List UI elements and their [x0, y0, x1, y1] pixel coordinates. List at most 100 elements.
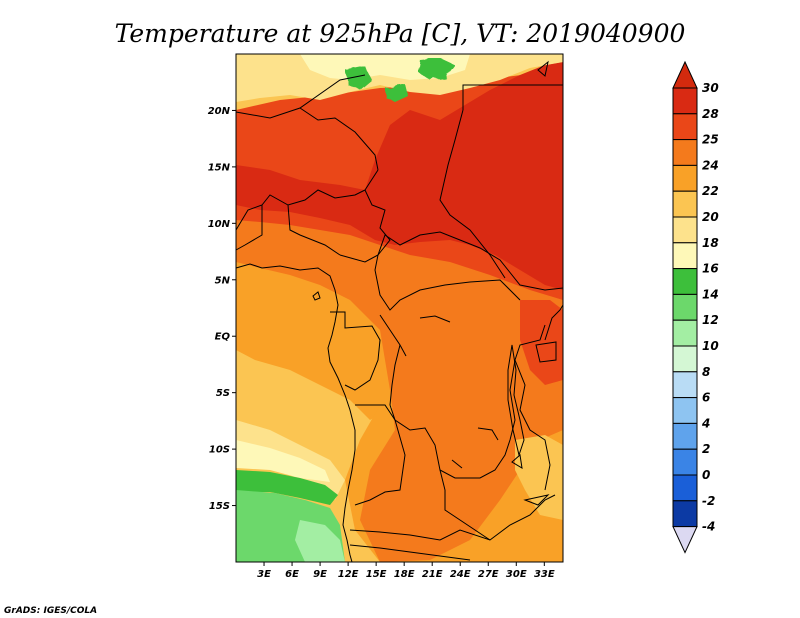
border [330, 311, 381, 391]
lake [507, 344, 525, 457]
border [379, 314, 546, 479]
field-region-16 [385, 84, 408, 102]
island [537, 60, 549, 77]
colorbar-swatch [672, 500, 698, 528]
border [235, 189, 366, 231]
colorbar-swatch [672, 422, 698, 450]
colorbar-level-label: 10 [702, 339, 719, 353]
border [354, 404, 406, 506]
colorbar-swatch [672, 319, 698, 347]
lat-tick-label: EQ [215, 332, 231, 343]
field-region-18 [236, 440, 330, 482]
map-frame [235, 53, 564, 563]
colorbar-swatch [672, 448, 698, 476]
country-borders [235, 60, 564, 563]
lake [535, 341, 557, 363]
lake [523, 494, 550, 506]
lat-tick-label: 20N [208, 106, 231, 117]
border [514, 359, 551, 491]
lake [511, 454, 523, 469]
border [544, 304, 564, 341]
river [399, 344, 407, 357]
river [477, 427, 499, 441]
lat-tick-label: 10N [208, 219, 231, 230]
colorbar-level-label: 24 [702, 158, 719, 172]
lon-tick-label: 21E [422, 569, 443, 580]
field-region-28 [520, 300, 563, 385]
border [462, 84, 563, 110]
island [312, 291, 321, 301]
colorbar-level-label: 18 [702, 236, 719, 250]
colorbar-level-label: 12 [702, 313, 719, 327]
lon-tick-label: 30E [506, 569, 527, 580]
field-region-16 [345, 66, 372, 90]
lon-tick-label: 24E [450, 569, 471, 580]
colorbar-level-label: 25 [702, 133, 719, 147]
colorbar-level-label: 4 [701, 416, 710, 430]
colorbar-swatch [672, 164, 698, 192]
colorbar-swatch [672, 474, 698, 502]
border [349, 494, 556, 541]
colorbar-level-label: 30 [702, 81, 719, 95]
colorbar-swatch [672, 268, 698, 295]
colorbar-level-label: 28 [702, 107, 719, 121]
field-region-16 [418, 58, 455, 80]
lon-tick-label: 18E [394, 569, 415, 580]
lon-tick-label: 33E [534, 569, 555, 580]
colorbar-level-label: 14 [702, 287, 719, 301]
field-region-22 [515, 435, 563, 520]
colorbar-level-label: 22 [702, 184, 719, 198]
field-region-30 [236, 62, 563, 290]
colorbar-swatch [672, 190, 698, 218]
lon-tick-label: 12E [338, 569, 359, 580]
colorbar-level-label: 8 [702, 365, 710, 379]
latitude-axis: 20N 15N 10N 5N EQ 5S 10S 15S [208, 106, 236, 512]
border [439, 469, 491, 541]
colorbar-level-label: 20 [702, 210, 719, 224]
map-plot-area: 20N 15N 10N 5N EQ 5S 10S 15S 3E 6E 9E 12E 15E 18E 21E… [208, 53, 564, 580]
lat-tick-label: 10S [209, 445, 230, 456]
field-region-24 [236, 230, 400, 420]
colorbar-swatch [672, 216, 698, 244]
lat-tick-label: 5N [215, 275, 231, 286]
field-region-16 [236, 470, 338, 505]
colorbar-top-arrow [672, 60, 698, 89]
colorbar-swatch [672, 345, 698, 373]
colorbar-swatch [672, 113, 698, 141]
colorbar-swatch [672, 242, 698, 270]
border [439, 109, 506, 279]
grads-credit: GrADS: IGES/COLA [4, 606, 97, 616]
river [419, 315, 451, 323]
lon-tick-label: 15E [366, 569, 387, 580]
field-region-12 [295, 520, 345, 562]
border [349, 544, 471, 561]
colorbar-level-label: 6 [702, 391, 710, 405]
lat-tick-label: 15S [209, 501, 230, 512]
lat-tick-label: 15N [208, 162, 231, 173]
border [374, 254, 521, 311]
map-title: Temperature at 925hPa [C], VT: 201904090… [115, 19, 686, 48]
river [451, 459, 463, 469]
colorbar-level-label: -4 [702, 520, 715, 534]
lon-tick-label: 3E [257, 569, 271, 580]
colorbar-swatch [672, 87, 698, 115]
coastline [235, 263, 356, 563]
temperature-field [236, 54, 563, 562]
border [235, 205, 263, 251]
border [287, 204, 341, 256]
lon-tick-label: 6E [285, 569, 299, 580]
lon-tick-label: 9E [313, 569, 327, 580]
colorbar-bottom-arrow [672, 526, 698, 554]
colorbar-level-label: 2 [702, 442, 710, 456]
colorbar-swatch [672, 397, 698, 424]
colorbar-swatch [672, 371, 698, 399]
longitude-axis: 3E 6E 9E 12E 15E 18E 21E 24E 27E 30E 33E [257, 562, 555, 580]
border [299, 107, 379, 171]
colorbar-level-label: -2 [702, 494, 715, 508]
lon-tick-label: 27E [478, 569, 499, 580]
colorbar-level-label: 16 [702, 262, 719, 276]
lat-tick-label: 5S [216, 388, 230, 399]
colorbar-swatch [672, 139, 698, 166]
